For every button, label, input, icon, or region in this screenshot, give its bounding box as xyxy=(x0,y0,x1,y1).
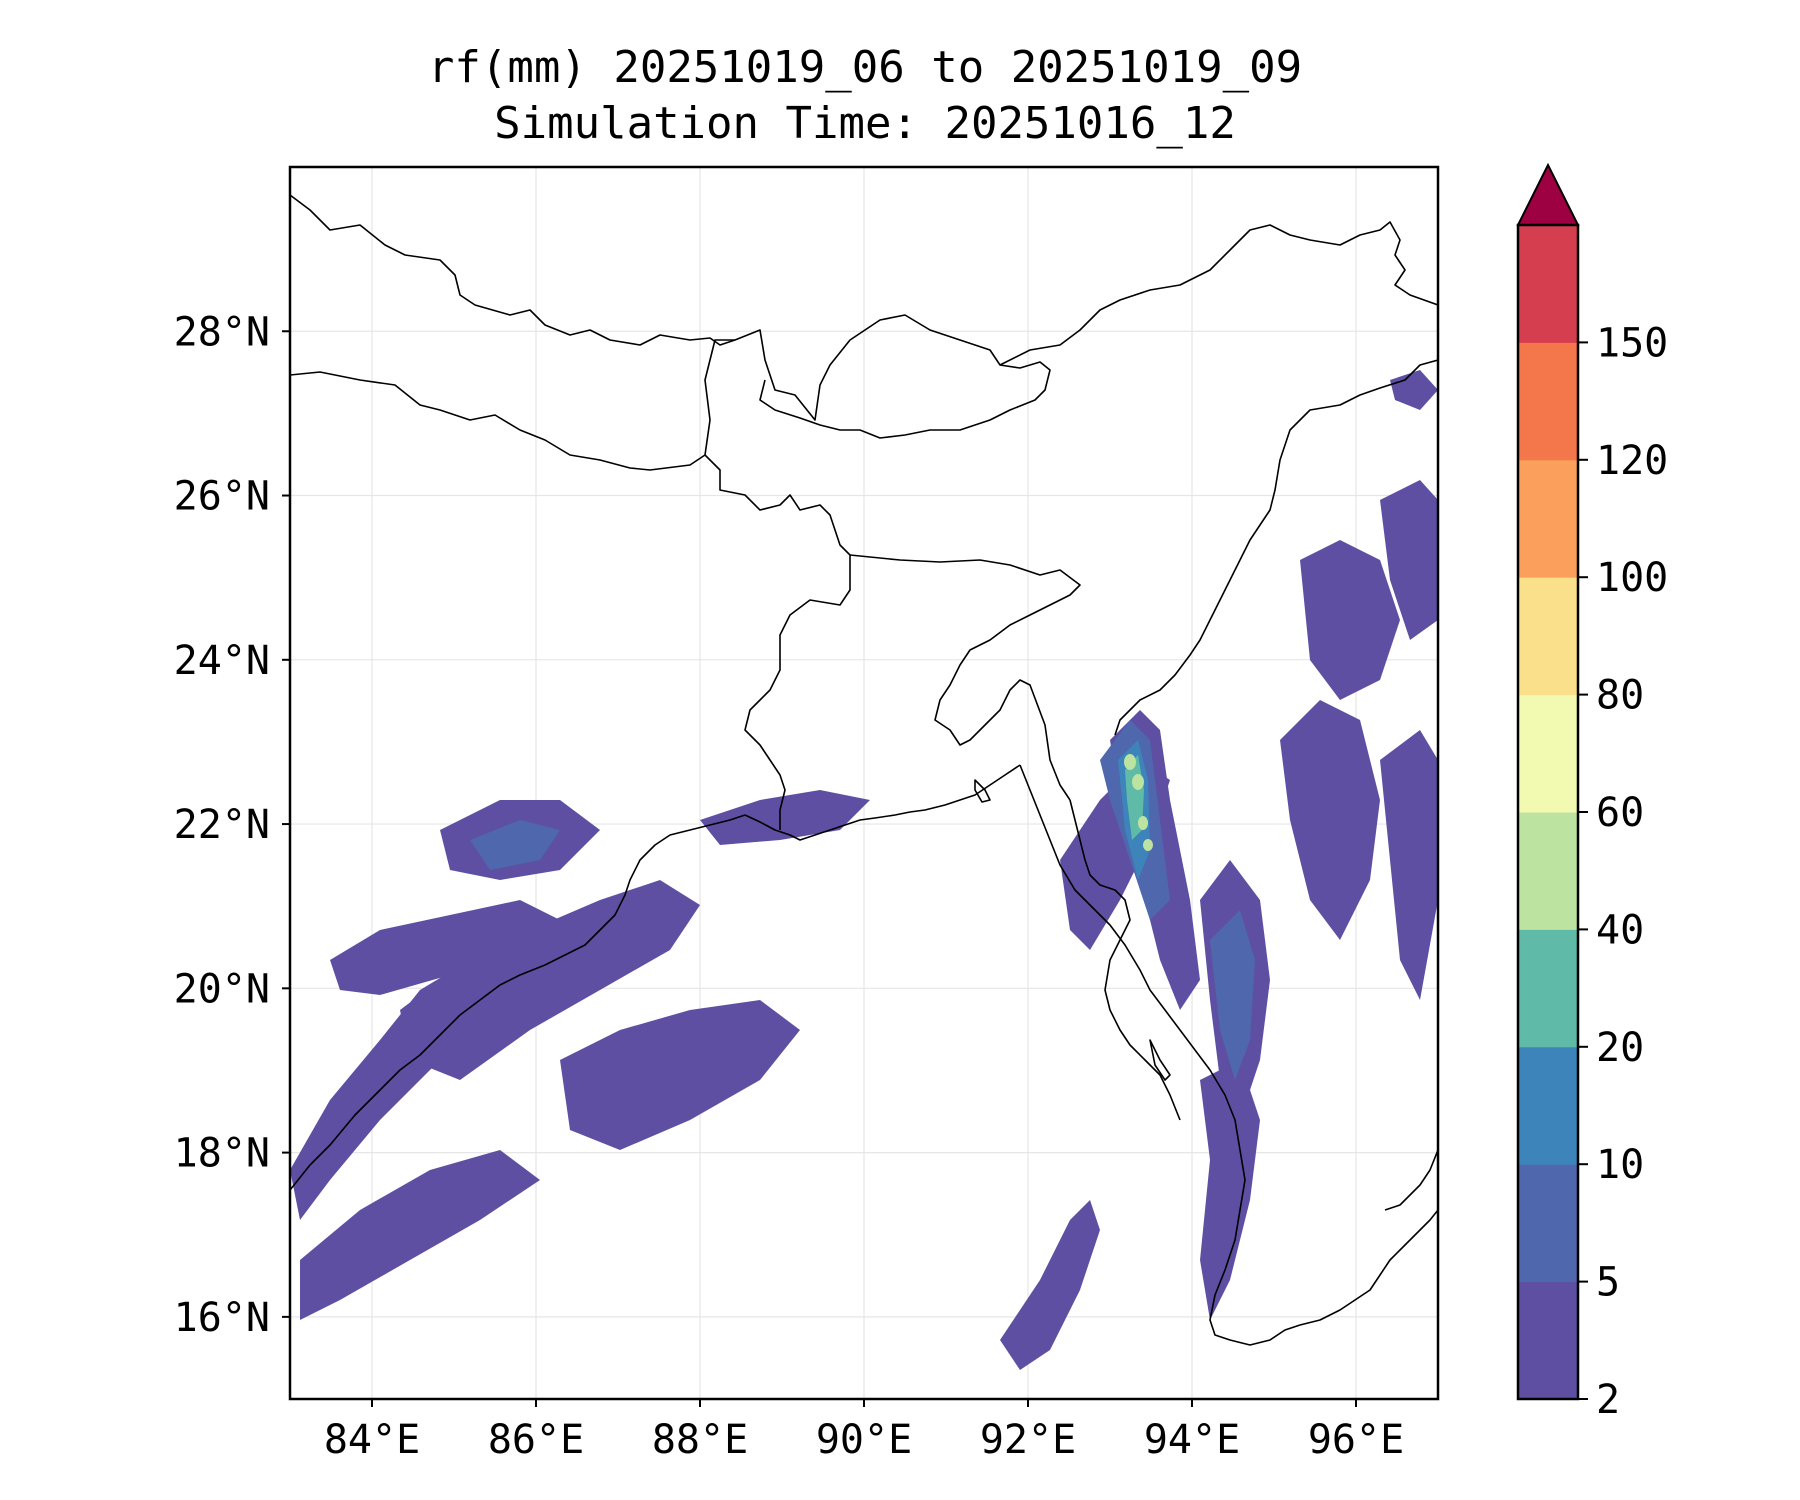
map-title-line-1: rf(mm) 20251019_06 to 20251019_09 xyxy=(427,42,1303,93)
island-bay xyxy=(974,779,991,803)
colorbar-tick-label: 80 xyxy=(1596,673,1644,719)
colorbar-tick-label: 60 xyxy=(1596,790,1644,836)
colorbar-tick-label: 20 xyxy=(1596,1025,1644,1071)
rain-patch-central-bay xyxy=(560,1000,800,1150)
india-east-coast xyxy=(290,814,746,1191)
colorbar-segment xyxy=(1518,225,1578,343)
y-axis: 16°N 18°N 20°N 22°N 24°N 26°N 28°N xyxy=(174,309,290,1341)
x-tick-label: 92°E xyxy=(980,1417,1076,1463)
y-tick-label: 22°N xyxy=(174,802,270,848)
colorbar-segment xyxy=(1518,1164,1578,1283)
y-tick-label: 16°N xyxy=(174,1295,270,1341)
nepal-south-border xyxy=(290,371,706,471)
rain-patch-andaman xyxy=(1000,1200,1100,1370)
x-tick-label: 96°E xyxy=(1308,1417,1404,1463)
rainfall-contours xyxy=(290,370,1438,1370)
colorbar-segment xyxy=(1518,459,1578,578)
colorbar-extend-arrow xyxy=(1516,162,1580,226)
x-tick-label: 94°E xyxy=(1144,1417,1240,1463)
islands-outline xyxy=(1149,1039,1171,1081)
colorbar: 2 5 10 20 40 60 80 100 120 150 xyxy=(1516,162,1668,1423)
x-tick-label: 88°E xyxy=(652,1417,748,1463)
rain-cell-2 xyxy=(1132,774,1144,790)
colorbar-tick-label: 40 xyxy=(1596,907,1644,953)
colorbar-tick-label: 100 xyxy=(1596,555,1668,601)
y-tick-label: 24°N xyxy=(174,638,270,684)
myanmar-interior-border xyxy=(1299,1209,1438,1326)
rain-patch-myanmar-far-east xyxy=(1380,730,1438,1000)
y-tick-label: 18°N xyxy=(174,1131,270,1177)
bangladesh-west-border xyxy=(704,454,851,830)
y-tick-label: 28°N xyxy=(174,309,270,355)
bangladesh-east-border xyxy=(1069,799,1181,1121)
himalaya-border-nepal xyxy=(290,194,736,346)
rain-patch-myanmar-south xyxy=(1200,1060,1260,1320)
colorbar-tick-label: 10 xyxy=(1596,1142,1644,1188)
colorbar-segment xyxy=(1518,812,1578,930)
rainfall-40-60mm-patches xyxy=(1124,754,1153,851)
rain-patch-south-bay xyxy=(300,1150,540,1320)
myanmar-coast xyxy=(1019,764,1301,1346)
y-tick-label: 20°N xyxy=(174,966,270,1012)
colorbar-segment xyxy=(1518,929,1578,1048)
colorbar-segment xyxy=(1518,577,1578,696)
country-borders xyxy=(290,194,1438,1346)
colorbar-segment xyxy=(1518,1281,1578,1400)
rain-cell-4 xyxy=(1143,839,1153,851)
map-title-line-2: Simulation Time: 20251016_12 xyxy=(494,98,1236,149)
rain-patch-bay-west xyxy=(400,880,700,1080)
colorbar-tick-label: 150 xyxy=(1596,320,1668,366)
x-tick-label: 84°E xyxy=(324,1417,420,1463)
colorbar-segment xyxy=(1518,1046,1578,1165)
rain-cell-1 xyxy=(1124,754,1136,770)
colorbar-segment xyxy=(1518,694,1578,813)
rain-patch-rakhine xyxy=(1210,910,1255,1080)
bengal-delta-coast xyxy=(744,764,1021,841)
colorbar-tick-label: 5 xyxy=(1596,1260,1620,1306)
y-tick-label: 26°N xyxy=(174,474,270,520)
rain-patch-bay-north xyxy=(470,820,560,870)
x-tick-label: 90°E xyxy=(816,1417,912,1463)
x-axis: 84°E 86°E 88°E 90°E 92°E 94°E 96°E xyxy=(324,1399,1404,1463)
rain-patch-far-north-east xyxy=(1390,370,1438,410)
x-tick-label: 86°E xyxy=(488,1417,584,1463)
colorbar-tick-label: 2 xyxy=(1596,1377,1620,1423)
bangladesh-north-border xyxy=(849,554,1081,801)
rain-patch-offshore-odisha xyxy=(330,900,560,995)
rain-patch-ne-upper xyxy=(1380,480,1438,640)
rain-cell-3 xyxy=(1138,816,1148,830)
northeast-india-border xyxy=(1114,359,1438,736)
arunachal-border xyxy=(999,221,1438,366)
colorbar-tick-label: 120 xyxy=(1596,438,1668,484)
thailand-border xyxy=(1384,1149,1438,1211)
rain-patch-ne-hills xyxy=(1300,540,1400,700)
colorbar-segment xyxy=(1518,342,1578,461)
rain-patch-myanmar-east xyxy=(1280,700,1380,940)
